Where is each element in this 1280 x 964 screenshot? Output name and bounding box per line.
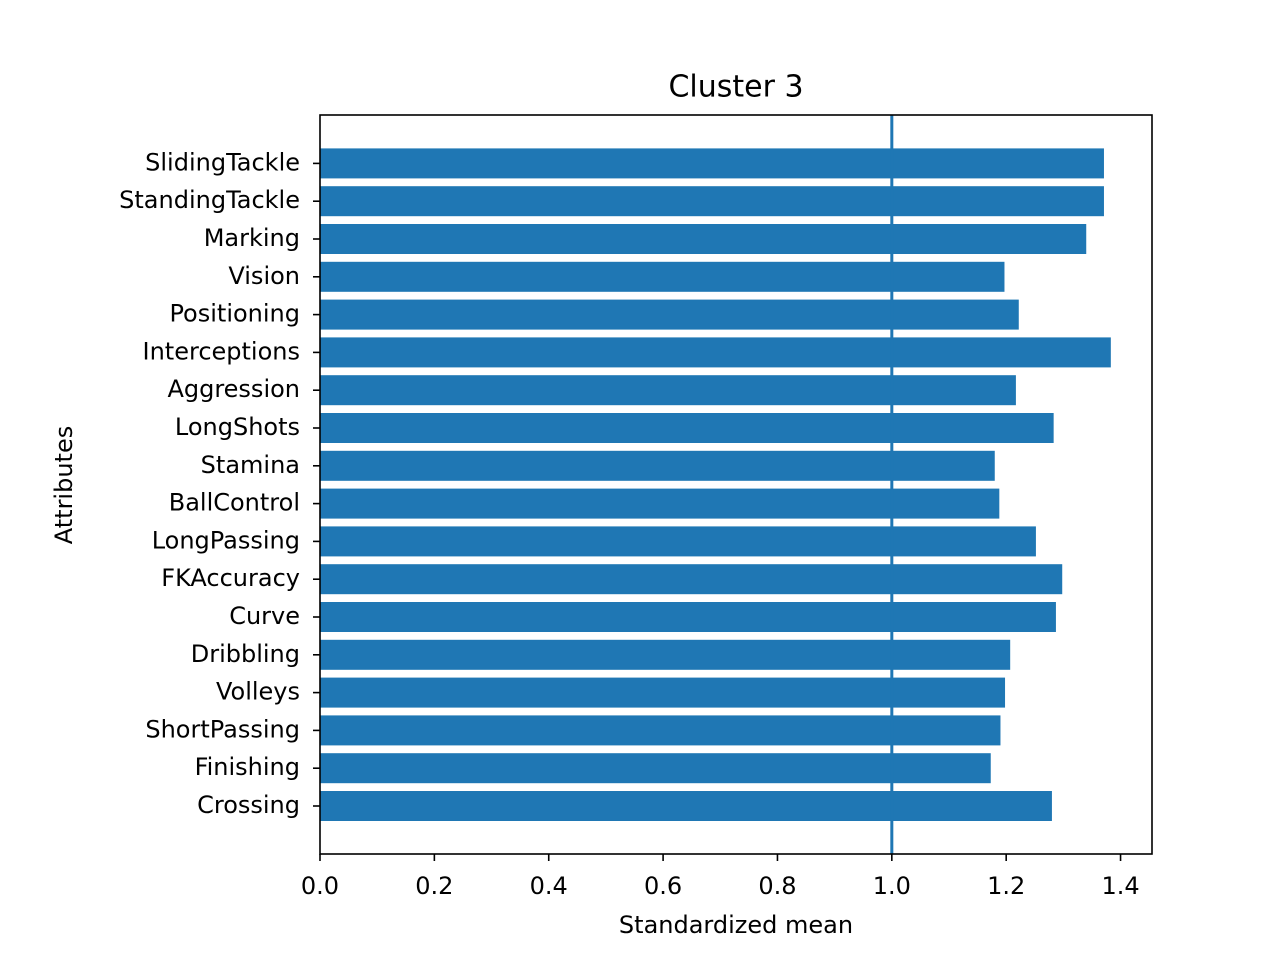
x-tick-label: 0.0 (301, 872, 339, 900)
x-tick-label: 0.4 (530, 872, 568, 900)
y-tick-label-stamina: Stamina (201, 451, 300, 479)
y-axis-label: Attributes (50, 426, 78, 544)
y-tick-label-positioning: Positioning (169, 300, 300, 328)
bar-curve (320, 602, 1056, 632)
bar-finishing (320, 753, 991, 784)
bar-vision (320, 261, 1005, 292)
x-tick-label: 1.4 (1101, 872, 1139, 900)
y-tick-label-fkaccuracy: FKAccuracy (161, 564, 300, 592)
bar-shortpassing (320, 715, 1001, 746)
chart-title: Cluster 3 (668, 70, 803, 105)
bar-slidingtackle (320, 148, 1104, 179)
bar-crossing (320, 791, 1052, 821)
y-tick-label-longshots: LongShots (175, 413, 300, 441)
bar-fkaccuracy (320, 564, 1063, 595)
y-tick-label-aggression: Aggression (167, 375, 300, 403)
y-tick-label-ballcontrol: BallControl (169, 489, 300, 517)
y-axis-ticks: Crossing Finishing ShortPassing Volleys Drib… (119, 148, 320, 819)
bar-positioning (320, 299, 1019, 330)
y-tick-label-slidingtackle: SlidingTackle (145, 148, 300, 176)
y-tick-label-dribbling: Dribbling (191, 640, 300, 668)
bar-marking (320, 224, 1087, 254)
y-tick-label-finishing: Finishing (195, 753, 300, 781)
bar-ballcontrol (320, 488, 1000, 519)
y-tick-label-vision: Vision (228, 262, 300, 290)
x-tick-label: 1.2 (987, 872, 1025, 900)
bar-dribbling (320, 639, 1011, 670)
y-tick-label-shortpassing: ShortPassing (145, 715, 300, 743)
bar-interceptions (320, 337, 1111, 368)
x-axis-label: Standardized mean (619, 911, 853, 939)
bar-longshots (320, 413, 1054, 443)
bar-longpassing (320, 526, 1036, 557)
bar-volleys (320, 677, 1006, 708)
x-tick-label: 0.8 (758, 872, 796, 900)
x-tick-label: 0.6 (644, 872, 682, 900)
bar-stamina (320, 450, 995, 481)
y-tick-label-longpassing: LongPassing (152, 526, 300, 554)
y-tick-label-interceptions: Interceptions (143, 337, 300, 365)
bars-layer (320, 148, 1111, 821)
bar-aggression (320, 375, 1016, 406)
plot-frame (319, 114, 1153, 855)
y-tick-label-curve: Curve (229, 602, 300, 630)
x-tick-label: 1.0 (873, 872, 911, 900)
bar-standingtackle (320, 186, 1104, 217)
x-axis-ticks: 0.0 0.2 0.4 0.6 0.8 1.0 1.2 1.4 (301, 854, 1140, 900)
y-tick-label-standingtackle: StandingTackle (119, 186, 300, 214)
y-tick-label-crossing: Crossing (197, 791, 300, 819)
y-tick-label-volleys: Volleys (216, 678, 300, 706)
x-tick-label: 0.2 (415, 872, 453, 900)
y-tick-label-marking: Marking (204, 224, 300, 252)
